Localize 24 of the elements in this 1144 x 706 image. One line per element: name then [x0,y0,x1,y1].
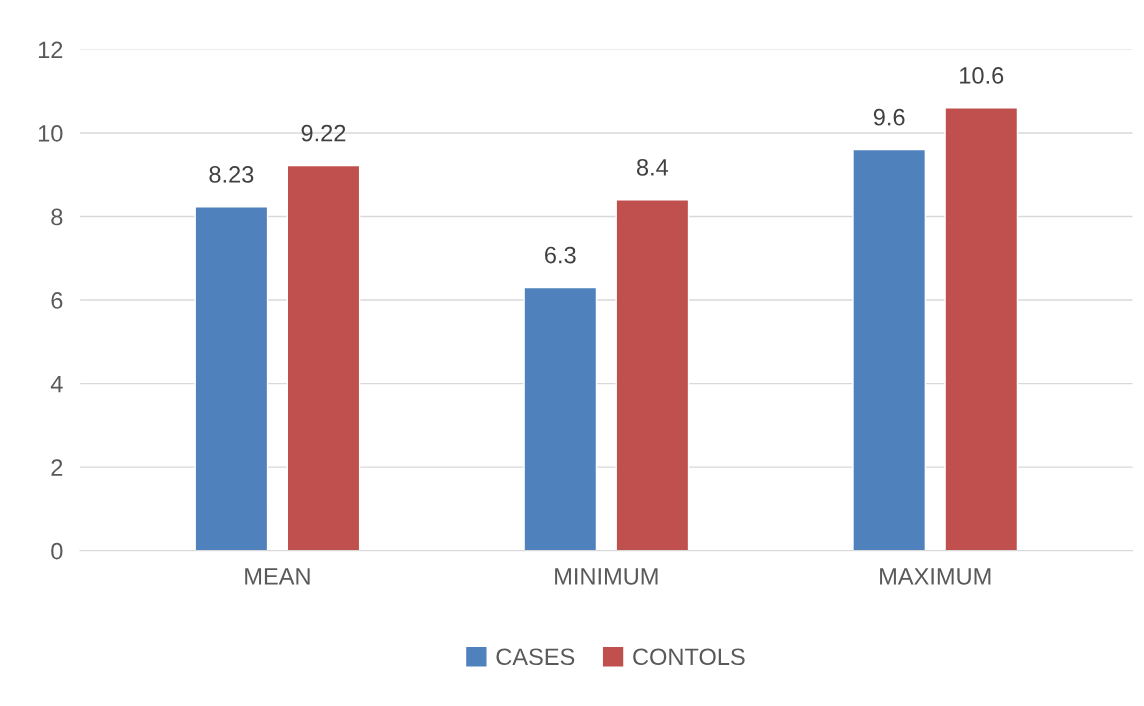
y-tick-label: 2 [51,459,63,476]
bar [615,199,690,551]
y-tick-label: 8 [51,208,63,226]
y-tick-label: 10 [38,125,63,142]
y-tick-label: 4 [50,375,63,393]
x-tick-label: MINIMUM [555,568,658,585]
y-tick-label: 0 [51,542,63,560]
data-label: 8.23 [209,166,254,183]
data-label: 6.3 [545,246,576,264]
bar [852,148,927,551]
bar [523,286,598,551]
bar [194,206,269,551]
data-label: 10.6 [960,67,1004,84]
data-label: 8.4 [636,158,669,176]
bar [286,164,361,551]
legend-label: CONTOLS [633,648,745,666]
data-label: 9.6 [873,108,905,126]
bar [944,107,1019,551]
y-tick-label: 12 [38,41,63,58]
y-tick-label: 6 [51,292,63,309]
legend-label: CASES [496,648,575,666]
x-tick-label: MEAN [245,568,310,585]
x-tick-label: MAXIMUM [880,568,991,585]
data-label: 9.22 [301,124,346,142]
